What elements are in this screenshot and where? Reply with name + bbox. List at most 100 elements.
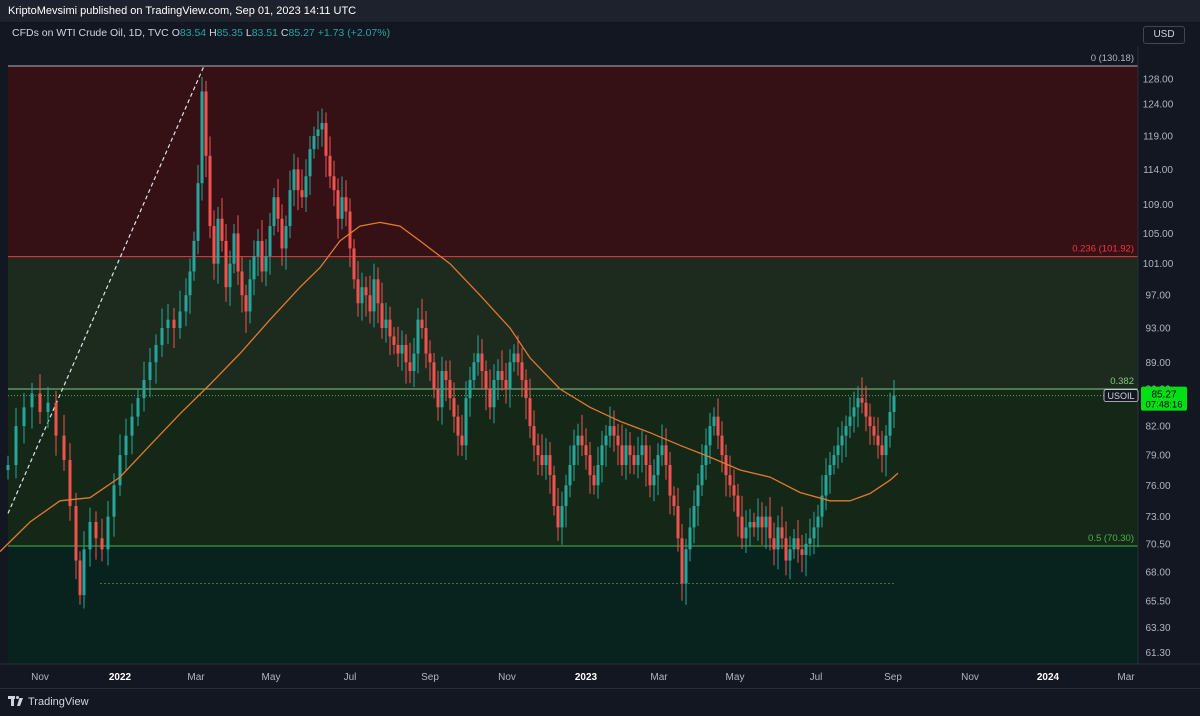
- candle-body: [712, 416, 716, 427]
- candle-body: [344, 197, 348, 212]
- candle-body: [520, 362, 524, 380]
- candle-body: [492, 379, 496, 408]
- candle-body: [608, 426, 612, 436]
- candle-body: [824, 475, 828, 496]
- candle-body: [130, 416, 134, 436]
- candle-body: [304, 176, 308, 198]
- candle-body: [388, 319, 392, 337]
- candle-body: [456, 416, 460, 436]
- candle-body: [468, 379, 472, 399]
- candle-body: [752, 521, 756, 528]
- candle-body: [444, 371, 448, 380]
- candle-body: [740, 516, 744, 539]
- candle-body: [888, 411, 892, 436]
- price-tag-value: 85.27: [1151, 390, 1176, 401]
- candle-body: [220, 218, 224, 241]
- x-tick-label: Jul: [810, 672, 823, 683]
- candle-body: [488, 388, 492, 408]
- candle-body: [412, 353, 416, 372]
- candle-body: [296, 169, 300, 191]
- currency-button[interactable]: USD: [1143, 26, 1185, 44]
- candle-body: [464, 398, 468, 446]
- y-tick-label: 65.50: [1145, 597, 1170, 608]
- candle-body: [22, 407, 26, 427]
- candle-body: [512, 353, 516, 363]
- candle-body: [576, 435, 580, 446]
- fib-zone-3: [8, 546, 1138, 664]
- candle-body: [252, 256, 256, 280]
- candle-body: [6, 465, 10, 471]
- low-value: 83.51: [251, 27, 278, 39]
- candle-body: [560, 506, 564, 528]
- candle-body: [816, 516, 820, 528]
- candle-body: [780, 527, 784, 539]
- candle-body: [448, 379, 452, 399]
- x-tick-label: Mar: [650, 672, 668, 683]
- candle-body: [82, 549, 86, 596]
- candle-body: [352, 248, 356, 280]
- candle-body: [532, 426, 536, 446]
- candle-body: [376, 279, 380, 304]
- candle-body: [640, 445, 644, 456]
- candle-body: [848, 416, 852, 427]
- candle-body: [648, 465, 652, 486]
- candle-body: [68, 460, 72, 507]
- y-tick-label: 79.00: [1145, 451, 1170, 462]
- candle-body: [142, 379, 146, 399]
- candle-body: [216, 218, 220, 264]
- candle-body: [680, 538, 684, 584]
- candle-body: [408, 362, 412, 372]
- candle-body: [788, 549, 792, 561]
- candle-body: [508, 362, 512, 389]
- candle-body: [728, 475, 732, 486]
- fib-zone-0: [8, 66, 1138, 257]
- candle-body: [300, 190, 304, 198]
- symbol-tag: [1103, 389, 1139, 403]
- candle-body: [544, 455, 548, 466]
- candle-body: [808, 538, 812, 544]
- candle-body: [372, 279, 376, 312]
- tradingview-brand[interactable]: TradingView: [8, 696, 89, 708]
- candle-body: [124, 435, 128, 456]
- change-value: +1.73 (+2.07%): [317, 27, 391, 39]
- candle-body: [628, 445, 632, 456]
- candle-body: [308, 149, 312, 177]
- candle-body: [792, 538, 796, 550]
- y-tick-label: 70.50: [1145, 539, 1170, 550]
- publish-bar: KriptoMevsimi published on TradingView.c…: [0, 0, 1200, 22]
- candle-body: [820, 495, 824, 517]
- candle-body: [232, 233, 236, 264]
- x-tick-label: Sep: [884, 672, 902, 683]
- x-tick-label: Sep: [421, 672, 439, 683]
- fib-zone-2: [8, 388, 1138, 546]
- candle-body: [292, 169, 296, 191]
- candle-body: [804, 543, 808, 555]
- candle-body: [548, 455, 552, 476]
- candle-body: [812, 527, 816, 539]
- candle-body: [276, 197, 280, 219]
- candle-body: [106, 516, 110, 550]
- candle-body: [652, 475, 656, 486]
- y-tick-label: 82.00: [1145, 422, 1170, 433]
- fib-label-1: 0.236 (101.92): [1072, 244, 1134, 255]
- candle-body: [856, 398, 860, 408]
- candle-body: [280, 218, 284, 249]
- candle-body: [14, 426, 18, 466]
- candle-body: [832, 455, 836, 466]
- candle-body: [240, 271, 244, 296]
- x-tick-label: May: [726, 672, 745, 683]
- candle-body: [516, 353, 520, 363]
- candle-body: [852, 407, 856, 417]
- candle-body: [78, 560, 82, 596]
- candle-body: [612, 426, 616, 436]
- candle-body: [684, 549, 688, 584]
- candle-body: [524, 379, 528, 399]
- candle-body: [496, 371, 500, 380]
- x-tick-label: Mar: [187, 672, 205, 683]
- candle-body: [596, 465, 600, 486]
- y-tick-label: 93.00: [1145, 324, 1170, 335]
- candle-body: [656, 455, 660, 476]
- candle-body: [860, 398, 864, 403]
- close-label: C: [280, 27, 289, 39]
